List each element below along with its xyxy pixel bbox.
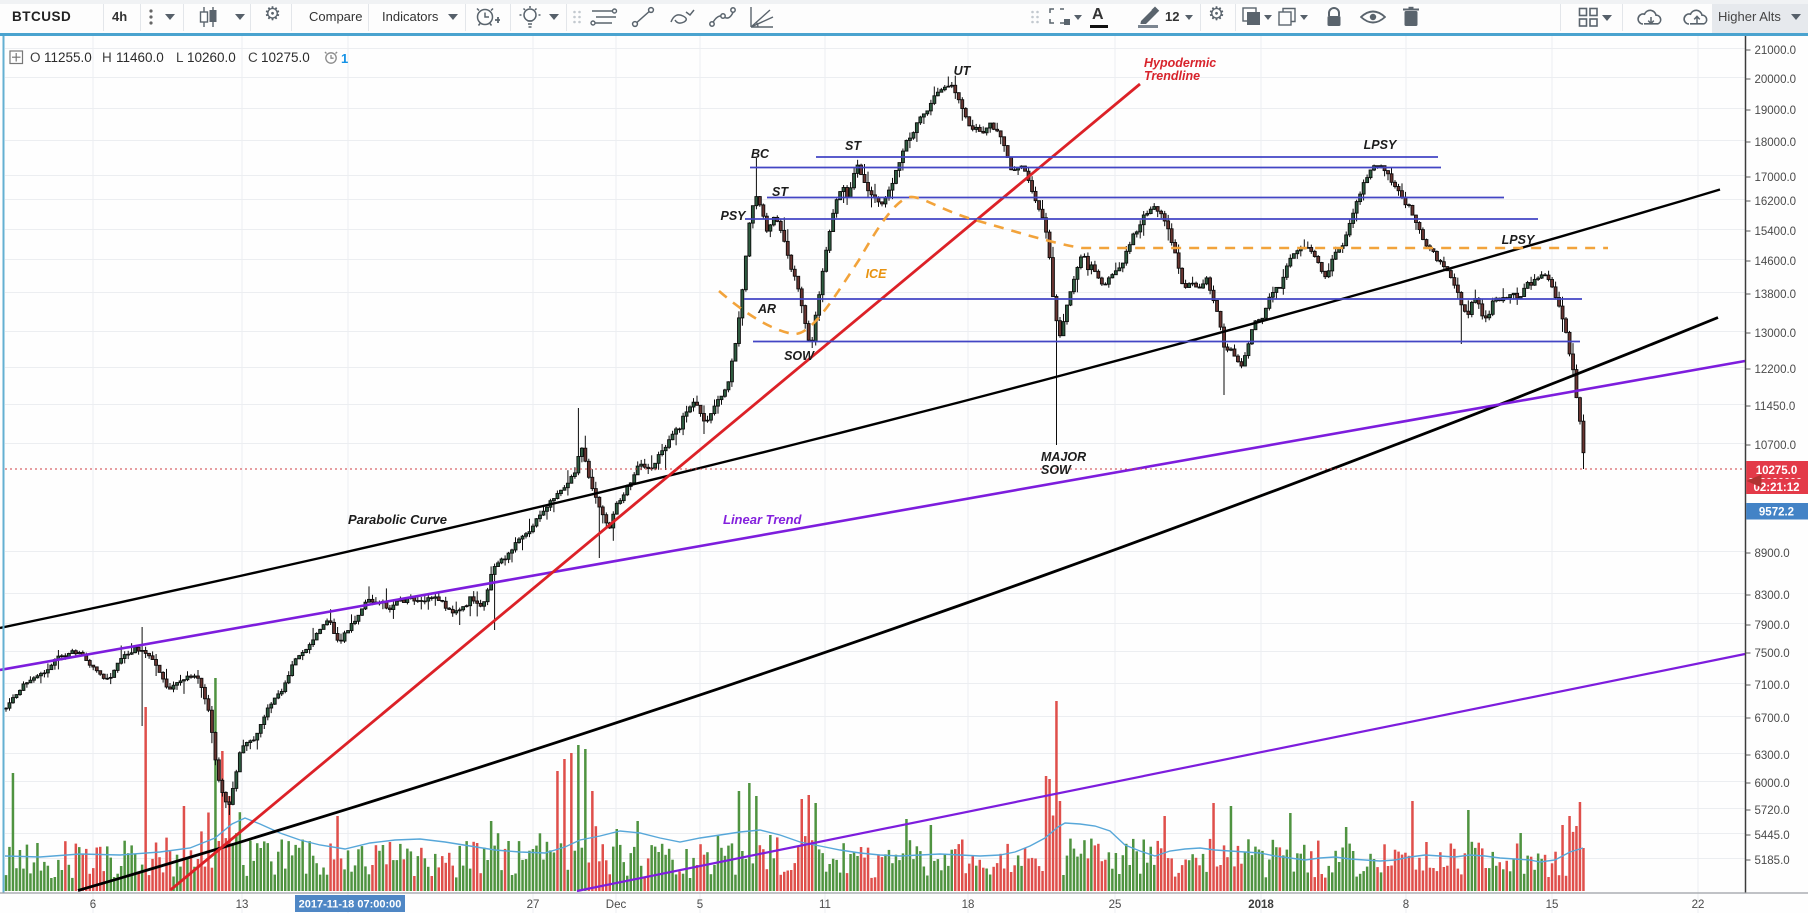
svg-text:5: 5	[697, 899, 703, 911]
svg-text:SOW: SOW	[784, 349, 815, 363]
svg-text:Hypodermic: Hypodermic	[1144, 56, 1216, 70]
svg-text:22: 22	[1692, 899, 1705, 911]
svg-text:11460.0: 11460.0	[116, 50, 164, 65]
svg-text:ST: ST	[772, 185, 789, 199]
svg-text:15: 15	[1546, 899, 1559, 911]
svg-text:Dec: Dec	[606, 899, 627, 911]
svg-text:6000.0: 6000.0	[1755, 778, 1790, 790]
svg-text:25: 25	[1109, 899, 1122, 911]
svg-text:Parabolic Curve: Parabolic Curve	[348, 512, 447, 527]
svg-text:LPSY: LPSY	[1502, 233, 1536, 247]
svg-text:Trendline: Trendline	[1144, 69, 1200, 83]
svg-text:17000.0: 17000.0	[1755, 172, 1797, 184]
svg-text:H: H	[102, 50, 112, 65]
svg-text:2018: 2018	[1248, 899, 1274, 911]
svg-text:18000.0: 18000.0	[1755, 137, 1797, 149]
svg-text:9572.2: 9572.2	[1759, 507, 1794, 519]
svg-text:7900.0: 7900.0	[1755, 620, 1790, 632]
svg-text:8900.0: 8900.0	[1755, 548, 1790, 560]
svg-text:12200.0: 12200.0	[1755, 364, 1797, 376]
svg-text:O: O	[30, 50, 41, 65]
svg-text:LPSY: LPSY	[1364, 138, 1398, 152]
svg-text:15400.0: 15400.0	[1755, 226, 1797, 238]
svg-text:L: L	[176, 50, 184, 65]
svg-text:1: 1	[341, 51, 348, 66]
svg-text:6700.0: 6700.0	[1755, 713, 1790, 725]
svg-text:7100.0: 7100.0	[1755, 680, 1790, 692]
svg-text:13: 13	[236, 899, 249, 911]
svg-text:10700.0: 10700.0	[1755, 440, 1797, 452]
svg-text:19000.0: 19000.0	[1755, 105, 1797, 117]
svg-text:MAJOR: MAJOR	[1041, 450, 1086, 464]
svg-text:10275.0: 10275.0	[1756, 465, 1798, 477]
svg-text:8: 8	[1403, 899, 1409, 911]
svg-text:ST: ST	[845, 139, 862, 153]
svg-text:11: 11	[819, 899, 831, 911]
svg-text:11255.0: 11255.0	[44, 50, 92, 65]
svg-text:C: C	[248, 50, 258, 65]
svg-text:Linear Trend: Linear Trend	[723, 512, 803, 527]
svg-text:BC: BC	[751, 147, 770, 161]
svg-text:16200.0: 16200.0	[1755, 196, 1797, 208]
svg-text:18: 18	[962, 899, 975, 911]
svg-text:UT: UT	[954, 64, 972, 78]
svg-text:02:21:12: 02:21:12	[1753, 482, 1799, 494]
svg-text:27: 27	[527, 899, 540, 911]
svg-text:11450.0: 11450.0	[1755, 401, 1796, 413]
svg-text:13800.0: 13800.0	[1755, 289, 1797, 301]
svg-text:10260.0: 10260.0	[187, 50, 236, 65]
svg-text:5185.0: 5185.0	[1755, 855, 1790, 867]
svg-text:7500.0: 7500.0	[1755, 648, 1790, 660]
svg-text:5445.0: 5445.0	[1755, 830, 1790, 842]
svg-text:14600.0: 14600.0	[1755, 256, 1797, 268]
svg-text:21000.0: 21000.0	[1755, 45, 1797, 57]
svg-text:10275.0: 10275.0	[261, 50, 310, 65]
svg-text:6: 6	[90, 899, 96, 911]
svg-text:8300.0: 8300.0	[1755, 590, 1790, 602]
svg-text:AR: AR	[757, 302, 776, 316]
svg-text:SOW: SOW	[1041, 463, 1072, 477]
svg-text:5720.0: 5720.0	[1755, 805, 1790, 817]
svg-text:PSY: PSY	[720, 209, 747, 223]
svg-text:6300.0: 6300.0	[1755, 750, 1790, 762]
svg-text:ICE: ICE	[866, 267, 888, 281]
svg-text:13000.0: 13000.0	[1755, 328, 1797, 340]
svg-text:2017-11-18 07:00:00: 2017-11-18 07:00:00	[299, 899, 402, 911]
svg-text:20000.0: 20000.0	[1755, 74, 1797, 86]
